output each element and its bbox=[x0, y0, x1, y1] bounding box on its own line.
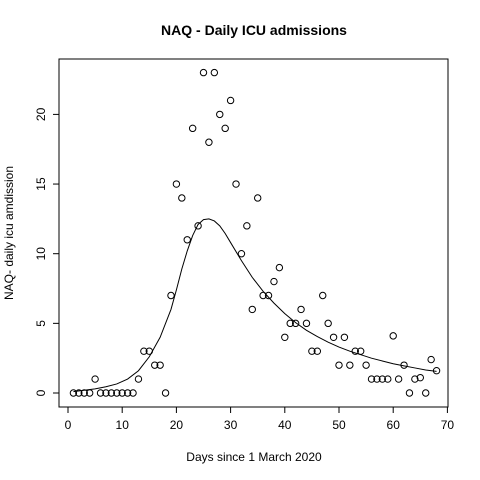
data-point bbox=[270, 277, 278, 286]
data-point bbox=[297, 305, 305, 314]
data-point bbox=[151, 361, 159, 369]
data-point bbox=[107, 389, 116, 397]
data-point bbox=[96, 389, 105, 397]
data-point bbox=[167, 291, 175, 300]
y-axis: 0 5 10 15 20 bbox=[34, 107, 60, 396]
x-tick-label: 0 bbox=[65, 418, 72, 432]
data-point bbox=[422, 389, 430, 397]
data-point bbox=[183, 236, 191, 244]
x-tick-label: 50 bbox=[332, 418, 346, 432]
y-tick-label: 15 bbox=[34, 177, 48, 191]
y-axis-label: NAQ- daily icu amdission bbox=[2, 166, 16, 300]
data-point bbox=[329, 333, 338, 341]
data-point bbox=[400, 361, 408, 369]
fitted-curve bbox=[73, 218, 437, 393]
data-point bbox=[313, 347, 322, 355]
y-tick-label: 0 bbox=[34, 389, 48, 396]
data-point bbox=[367, 375, 376, 383]
data-point bbox=[335, 361, 343, 369]
data-point bbox=[394, 375, 403, 383]
data-point bbox=[102, 389, 110, 397]
chart-title: NAQ - Daily ICU admissions bbox=[161, 22, 347, 38]
data-point bbox=[308, 347, 316, 355]
data-point bbox=[254, 194, 262, 202]
data-point bbox=[226, 96, 235, 105]
data-point bbox=[129, 389, 137, 397]
data-point bbox=[362, 361, 370, 369]
data-point bbox=[373, 375, 381, 383]
data-point bbox=[205, 138, 213, 146]
x-tick-label: 70 bbox=[441, 418, 455, 432]
data-point bbox=[69, 389, 78, 397]
data-point bbox=[145, 347, 154, 355]
data-point bbox=[243, 222, 251, 230]
data-point bbox=[416, 373, 424, 382]
data-point bbox=[286, 319, 294, 328]
data-point bbox=[319, 291, 327, 300]
data-point bbox=[161, 389, 170, 397]
x-axis: 0 10 20 30 40 50 60 70 bbox=[65, 406, 455, 432]
data-point bbox=[275, 263, 284, 272]
data-point bbox=[281, 333, 289, 341]
y-tick-label: 10 bbox=[34, 247, 48, 261]
data-point bbox=[199, 68, 208, 77]
data-point bbox=[291, 319, 300, 328]
data-point bbox=[172, 180, 181, 188]
data-point bbox=[405, 389, 414, 397]
data-point bbox=[85, 389, 94, 397]
data-point bbox=[216, 110, 224, 119]
x-tick-label: 30 bbox=[224, 418, 238, 432]
data-point bbox=[80, 389, 88, 397]
data-point bbox=[389, 332, 397, 340]
data-point bbox=[221, 124, 229, 133]
data-point bbox=[140, 347, 148, 355]
data-point bbox=[75, 389, 83, 397]
data-point bbox=[378, 375, 387, 383]
data-point bbox=[427, 355, 435, 364]
plot-frame bbox=[58, 58, 449, 408]
data-point bbox=[248, 305, 256, 314]
data-point bbox=[237, 250, 246, 258]
x-axis-label: Days since 1 March 2020 bbox=[186, 450, 322, 464]
data-point bbox=[384, 375, 392, 383]
x-tick-label: 60 bbox=[387, 418, 401, 432]
data-point bbox=[91, 375, 99, 383]
data-point bbox=[351, 347, 359, 355]
data-point bbox=[302, 319, 311, 328]
y-tick-label: 20 bbox=[34, 107, 48, 121]
data-point bbox=[411, 375, 419, 383]
data-point bbox=[113, 389, 121, 397]
x-tick-label: 20 bbox=[170, 418, 184, 432]
data-point bbox=[346, 361, 354, 369]
data-point bbox=[194, 222, 202, 230]
data-point bbox=[232, 180, 240, 188]
data-point bbox=[432, 367, 441, 375]
data-point bbox=[340, 333, 349, 341]
data-point bbox=[264, 291, 273, 300]
data-point bbox=[134, 375, 143, 383]
y-tick-label: 5 bbox=[34, 320, 48, 327]
data-point bbox=[324, 319, 332, 328]
data-points bbox=[69, 68, 441, 397]
x-tick-label: 10 bbox=[116, 418, 130, 432]
x-tick-label: 40 bbox=[278, 418, 292, 432]
data-point bbox=[356, 347, 365, 355]
data-point bbox=[118, 389, 126, 397]
data-point bbox=[156, 361, 164, 369]
data-point bbox=[123, 389, 132, 397]
data-point bbox=[178, 194, 186, 202]
data-point bbox=[259, 291, 267, 300]
data-point bbox=[210, 68, 219, 77]
data-point bbox=[188, 124, 197, 133]
